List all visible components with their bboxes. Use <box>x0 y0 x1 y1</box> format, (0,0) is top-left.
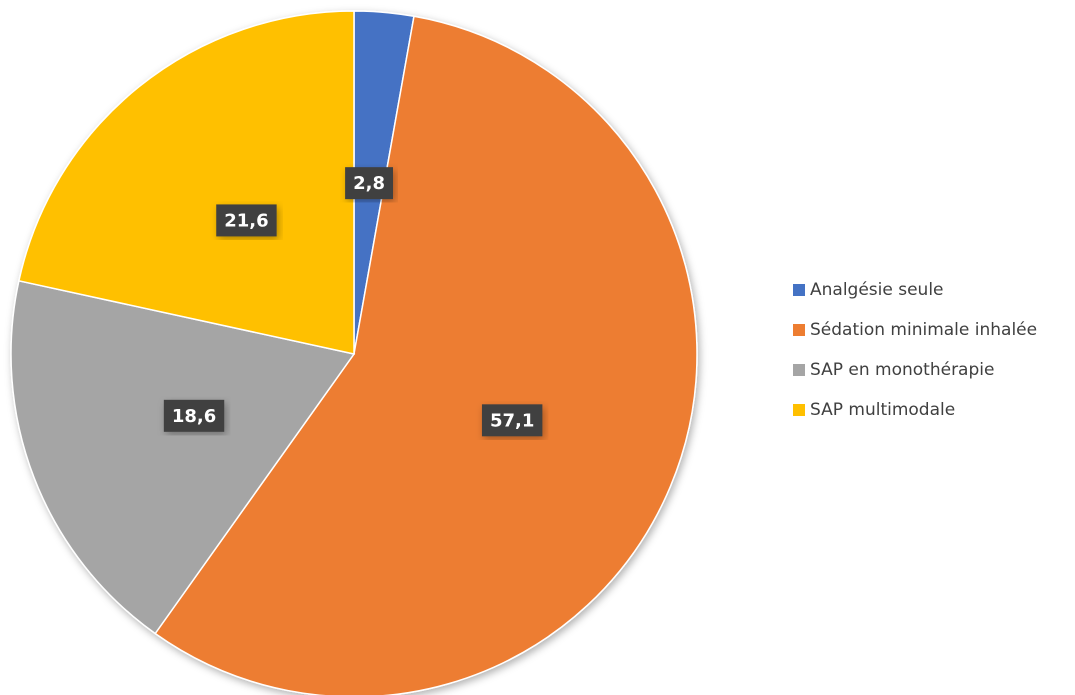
data-label-box <box>345 167 393 200</box>
legend-swatch <box>793 364 805 376</box>
data-label: 57,1 <box>481 404 543 437</box>
pie <box>10 10 698 695</box>
data-label-text: 21,6 <box>224 210 268 231</box>
data-label-text: 2,8 <box>353 173 385 194</box>
data-label-box <box>216 204 277 237</box>
legend-label: SAP en monothérapie <box>810 360 994 380</box>
pie-slice <box>18 10 355 355</box>
legend-swatch <box>793 404 805 416</box>
pie-slice <box>10 279 356 635</box>
data-label: 2,8 <box>345 167 393 200</box>
data-label: 21,6 <box>216 204 277 237</box>
data-label-text: 18,6 <box>172 406 216 427</box>
legend-label: SAP multimodale <box>810 400 955 420</box>
data-label: 18,6 <box>163 399 225 432</box>
legend-swatch <box>793 284 805 296</box>
pie-slice <box>154 15 698 695</box>
legend-swatch <box>793 324 805 336</box>
data-label-box <box>481 404 543 437</box>
legend-label: Analgésie seule <box>810 280 944 300</box>
legend-label: Sédation minimale inhalée <box>810 320 1037 340</box>
data-label-box <box>163 399 225 432</box>
data-label-text: 57,1 <box>490 410 534 431</box>
